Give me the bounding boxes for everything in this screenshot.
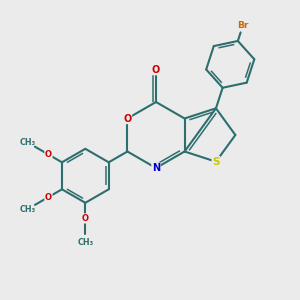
Text: O: O: [82, 214, 89, 223]
Text: CH₃: CH₃: [20, 205, 36, 214]
Text: CH₃: CH₃: [77, 238, 93, 247]
Text: S: S: [212, 157, 220, 167]
Text: CH₃: CH₃: [20, 138, 36, 147]
Text: O: O: [45, 150, 52, 159]
Text: O: O: [152, 64, 160, 75]
Text: O: O: [45, 193, 52, 202]
Text: N: N: [152, 163, 160, 173]
Text: Br: Br: [237, 21, 249, 30]
Text: O: O: [123, 113, 131, 124]
